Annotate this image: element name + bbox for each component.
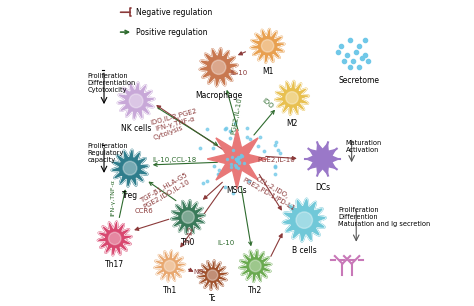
FancyArrowPatch shape (149, 182, 176, 201)
FancyArrowPatch shape (157, 106, 231, 155)
Circle shape (207, 270, 218, 280)
Text: Tc: Tc (209, 294, 216, 304)
FancyArrowPatch shape (154, 162, 218, 166)
FancyArrowPatch shape (241, 188, 252, 245)
Text: TGF-β1,HLA-G5
PGE2,IDO,IL-10: TGF-β1,HLA-G5 PGE2,IDO,IL-10 (139, 172, 191, 210)
Text: NO: NO (193, 269, 204, 275)
Circle shape (109, 232, 121, 245)
Text: Th1: Th1 (163, 286, 177, 295)
Text: CCR6: CCR6 (135, 208, 153, 214)
Text: Macrophage: Macrophage (195, 91, 242, 100)
FancyArrowPatch shape (189, 268, 192, 271)
Circle shape (250, 260, 261, 272)
FancyArrowPatch shape (271, 234, 282, 256)
Text: M2: M2 (286, 119, 298, 128)
Circle shape (123, 161, 137, 175)
Text: Cytolysis: Cytolysis (153, 125, 184, 141)
Text: Negative regulation: Negative regulation (136, 8, 212, 17)
Text: IDO: IDO (261, 98, 274, 110)
Circle shape (182, 211, 194, 223)
Text: Proliferation
Differentiation
Cytotoxicity: Proliferation Differentiation Cytotoxici… (87, 73, 136, 92)
Polygon shape (275, 80, 310, 115)
FancyArrowPatch shape (135, 219, 169, 230)
Circle shape (129, 94, 143, 108)
Polygon shape (250, 28, 285, 63)
Text: MSCs: MSCs (227, 186, 247, 196)
Text: Th17: Th17 (105, 260, 124, 269)
Text: Th0: Th0 (181, 238, 195, 248)
Text: M1: M1 (262, 67, 273, 76)
Circle shape (164, 260, 175, 271)
Text: Treg: Treg (122, 191, 138, 200)
FancyArrowPatch shape (239, 52, 246, 55)
Polygon shape (239, 250, 272, 282)
FancyArrowPatch shape (158, 108, 218, 145)
Text: IL-10: IL-10 (230, 70, 247, 76)
Text: Positive regulation: Positive regulation (136, 28, 208, 37)
Text: Proliferation
Differention
Maturation and Ig secretion: Proliferation Differention Maturation an… (338, 207, 430, 227)
Text: NK cells: NK cells (121, 124, 151, 133)
Circle shape (296, 212, 312, 228)
Polygon shape (307, 144, 338, 174)
Text: B cells: B cells (292, 246, 317, 255)
Text: IL-10: IL-10 (218, 240, 235, 246)
Polygon shape (197, 260, 228, 290)
FancyArrowPatch shape (204, 182, 222, 199)
Text: IDO,IL-2,PGE2
IFN-γ,TNF-α: IDO,IL-2,PGE2 IFN-γ,TNF-α (149, 108, 199, 133)
Polygon shape (154, 250, 185, 282)
Circle shape (286, 91, 298, 104)
Text: PGE2,IL-10: PGE2,IL-10 (230, 97, 243, 135)
Polygon shape (283, 198, 326, 242)
FancyArrowPatch shape (266, 156, 296, 160)
Text: IFN-γ,TNF-α: IFN-γ,TNF-α (111, 179, 116, 216)
Text: DCs: DCs (315, 182, 330, 192)
Text: CCL-2,IDO,
PGE2,PD-1/PD-L1: CCL-2,IDO, PGE2,PD-1/PD-L1 (242, 170, 300, 211)
Polygon shape (98, 221, 132, 256)
Circle shape (211, 60, 226, 74)
FancyArrowPatch shape (181, 186, 224, 247)
Text: Proliferation
Regulatory
capacity: Proliferation Regulatory capacity (87, 143, 128, 163)
FancyArrowPatch shape (259, 174, 282, 210)
Text: IL-12: IL-12 (185, 225, 194, 243)
FancyArrowPatch shape (227, 91, 238, 130)
FancyArrowPatch shape (254, 110, 274, 135)
Polygon shape (199, 48, 238, 87)
Polygon shape (207, 129, 267, 189)
Text: Secretome: Secretome (339, 76, 380, 85)
Polygon shape (111, 149, 149, 187)
Circle shape (261, 40, 274, 52)
Text: Th2: Th2 (248, 286, 263, 296)
Text: PGE2,IL-10: PGE2,IL-10 (258, 157, 296, 162)
Polygon shape (117, 82, 155, 120)
FancyArrowPatch shape (119, 190, 126, 218)
Text: IL-10,CCL-18: IL-10,CCL-18 (152, 157, 196, 162)
Polygon shape (171, 200, 205, 234)
Text: Maturation
Activation: Maturation Activation (346, 140, 382, 153)
